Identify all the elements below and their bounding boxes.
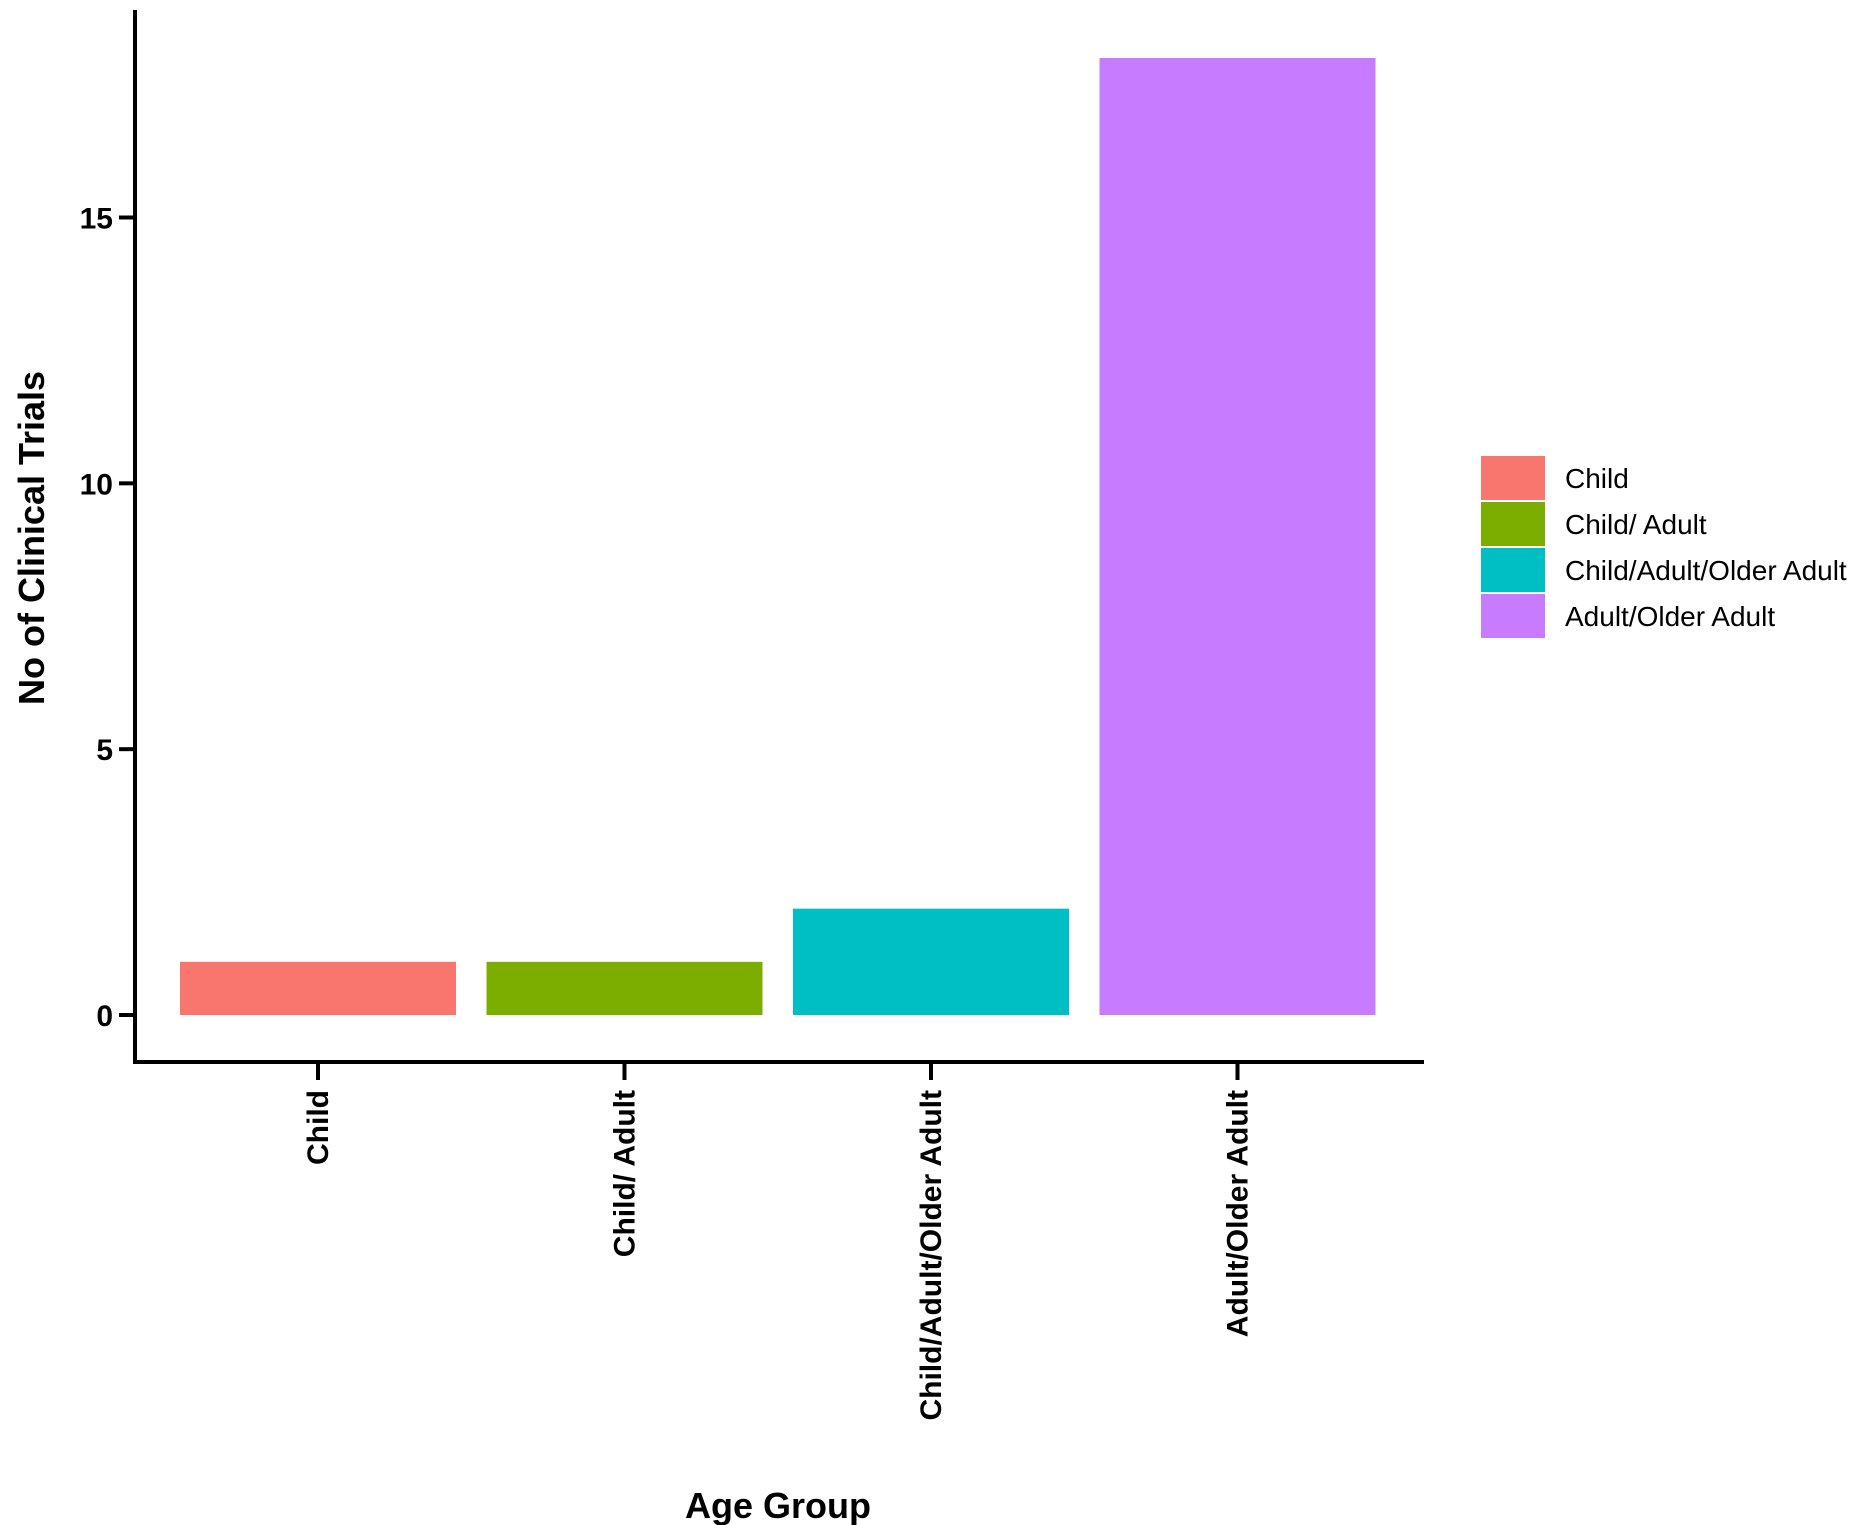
- x-tick-label-3: Adult/Older Adult: [1222, 1090, 1255, 1337]
- bar-2: [793, 908, 1069, 1015]
- axes-group: [133, 10, 1424, 1064]
- legend-swatch-2: [1481, 548, 1545, 592]
- x-tick-label-2: Child/Adult/Older Adult: [915, 1090, 948, 1421]
- y-ticks-group: 0 5 10 15: [80, 203, 135, 1033]
- legend-label-1: Child/ Adult: [1565, 509, 1707, 540]
- x-tick-label-0: Child: [302, 1090, 335, 1165]
- y-tick-label-2: 10: [80, 468, 113, 501]
- bar-3: [1099, 58, 1376, 1015]
- y-tick-label-0: 0: [96, 1000, 113, 1033]
- bar-1: [486, 961, 763, 1015]
- legend-swatch-1: [1481, 502, 1545, 546]
- y-tick-label-1: 5: [96, 734, 113, 767]
- legend-label-3: Adult/Older Adult: [1565, 601, 1775, 632]
- x-ticks-group: Child Child/ Adult Child/Adult/Older Adult…: [302, 1062, 1255, 1421]
- y-tick-label-3: 15: [80, 203, 113, 236]
- legend-label-0: Child: [1565, 463, 1629, 494]
- x-tick-label-1: Child/ Adult: [609, 1090, 642, 1257]
- bars-group: [180, 58, 1376, 1015]
- x-axis-title: Age Group: [685, 1485, 871, 1525]
- legend-swatch-3: [1481, 594, 1545, 638]
- legend-swatch-0: [1481, 456, 1545, 500]
- y-axis-title: No of Clinical Trials: [11, 371, 52, 705]
- legend: Child Child/ Adult Child/Adult/Older Adult…: [1481, 456, 1847, 638]
- legend-label-2: Child/Adult/Older Adult: [1565, 555, 1847, 586]
- bar-0: [180, 961, 456, 1015]
